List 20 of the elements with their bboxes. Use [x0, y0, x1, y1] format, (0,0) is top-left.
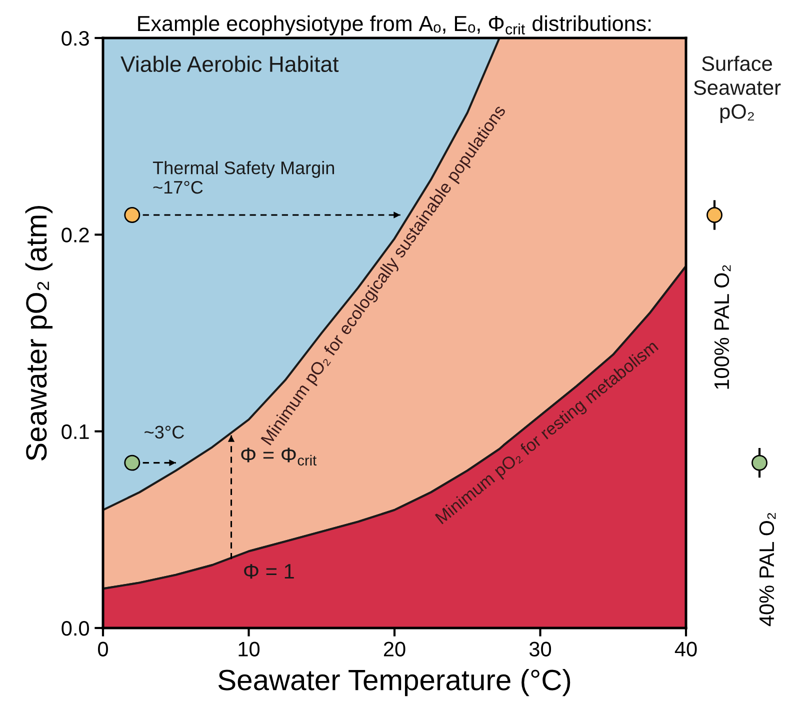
x-tick-label: 10: [238, 642, 260, 656]
y-tick-label: 0.3: [62, 31, 89, 46]
y-tick-label: 0.1: [62, 424, 89, 440]
y-tick-label: 0.2: [62, 228, 89, 242]
x-tick-label: 40: [674, 642, 697, 656]
text: 100% PAL O₂: [714, 265, 731, 389]
x-axis-title: Seawater Temperature (°C): [218, 668, 570, 696]
x-tick-label: 20: [384, 642, 406, 656]
chart-title: Example ecophysiotype from Aₒ, Eₒ, Φ$_{crit}$ distributions:: [138, 15, 651, 36]
text: 40% PAL O₂: [759, 513, 776, 626]
annotation: Viable Aerobic Habitat: [120, 56, 339, 72]
text: Surface Seawater pO₂: [694, 56, 781, 124]
annotation: Φ = 1: [244, 564, 294, 579]
annotation: Thermal Safety Margin ~17°C: [152, 161, 334, 194]
annotation: Φ = Φ$_{crit}$: [241, 448, 317, 466]
x-tick-label: 30: [529, 642, 552, 656]
y-axis-title: Seawater pO₂ (atm): [25, 206, 53, 461]
y-tick-label: 0.0: [62, 621, 89, 636]
x-tick-label: 0: [98, 642, 108, 656]
annotation: ~3°C: [144, 426, 184, 439]
